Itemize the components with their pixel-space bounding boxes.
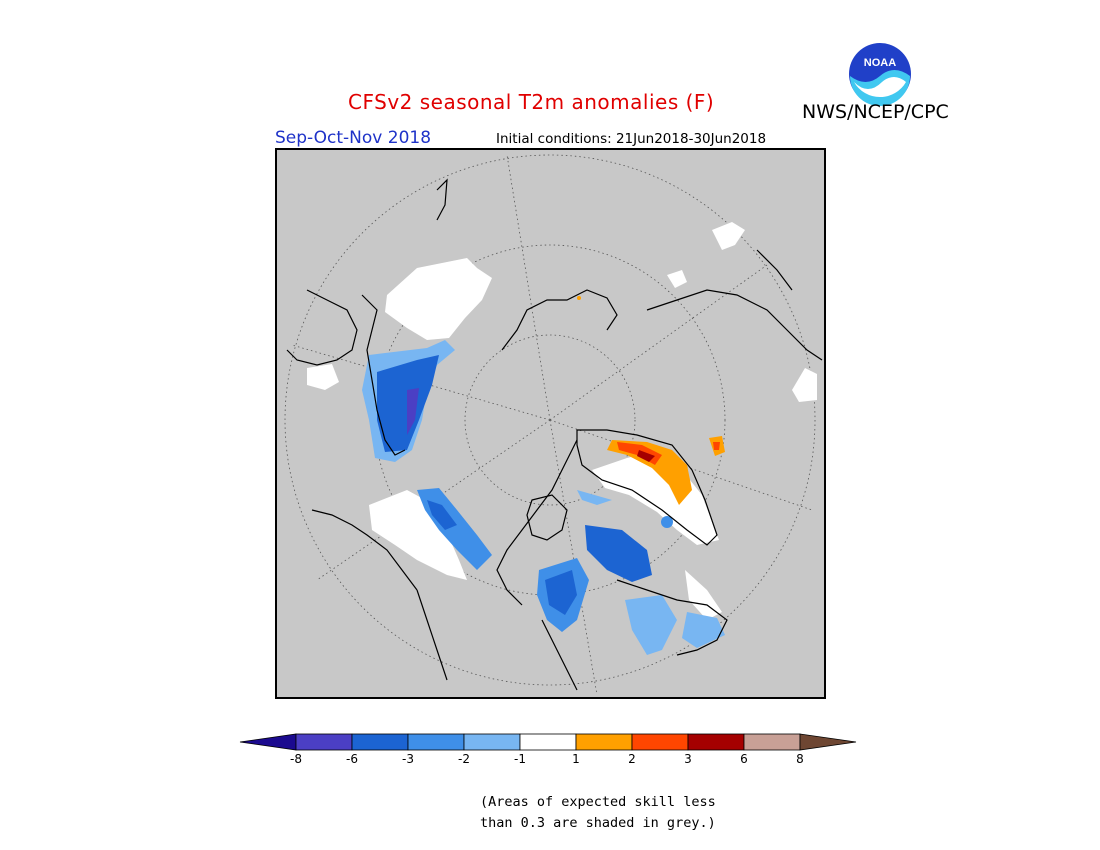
skill-note-line2: than 0.3 are shaded in grey.) [480, 815, 716, 831]
colorbar-arrow-low [239, 733, 297, 751]
map-canvas [284, 154, 823, 696]
colorbar [238, 732, 862, 756]
noaa-logo-text: NOAA [864, 57, 896, 69]
colorbar-bin [463, 733, 521, 751]
colorbar-bin [351, 733, 409, 751]
colorbar-tick-label: 6 [740, 752, 748, 766]
initial-conditions-label: Initial conditions: 21Jun2018-30Jun2018 [496, 131, 767, 147]
polar-map [275, 148, 826, 699]
map-warm-regions [577, 296, 725, 505]
chart-title: CFSv2 seasonal T2m anomalies (F) [348, 90, 715, 114]
colorbar-tick-label: 2 [628, 752, 636, 766]
colorbar-bin [631, 733, 689, 751]
skill-note-line1: (Areas of expected skill less [480, 794, 716, 810]
colorbar-bin [407, 733, 465, 751]
colorbar-tick-label: 3 [684, 752, 692, 766]
colorbar-arrow-high [799, 733, 857, 751]
colorbar-tick-label: -1 [514, 752, 526, 766]
map-cold-regions [362, 340, 725, 655]
colorbar-tick-label: -6 [346, 752, 358, 766]
colorbar-tick-label: -2 [458, 752, 470, 766]
colorbar-bin [575, 733, 633, 751]
map-near-normal-regions [307, 222, 817, 620]
map-coastlines [286, 178, 823, 691]
noaa-logo: NOAA [848, 42, 912, 106]
colorbar-tick-label: 8 [796, 752, 804, 766]
colorbar-bin [743, 733, 801, 751]
colorbar-tick-label: -3 [402, 752, 414, 766]
colorbar-bin [687, 733, 745, 751]
colorbar-bin [519, 733, 577, 751]
colorbar-tick-label: 1 [572, 752, 580, 766]
season-label: Sep-Oct-Nov 2018 [275, 128, 432, 148]
skill-note: (Areas of expected skill less than 0.3 a… [480, 792, 716, 834]
colorbar-tick-label: -8 [290, 752, 302, 766]
org-label: NWS/NCEP/CPC [802, 101, 949, 123]
colorbar-svg [239, 733, 857, 751]
colorbar-bin [295, 733, 353, 751]
